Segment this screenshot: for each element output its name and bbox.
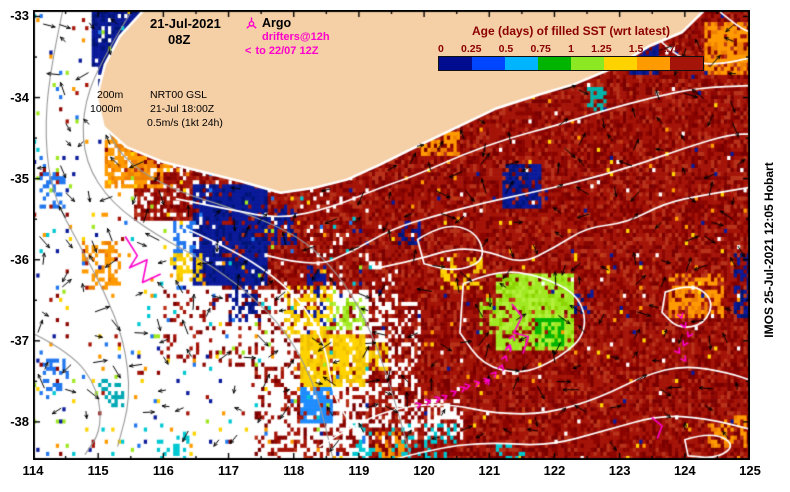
colorbar-segment xyxy=(670,57,703,70)
x-tick-label: 123 xyxy=(608,463,631,478)
bathy-1000m-label: 1000m xyxy=(90,103,123,115)
y-tick-label: -33 xyxy=(10,8,29,24)
map-canvas xyxy=(33,10,750,460)
colorbar-segment xyxy=(571,57,604,70)
colorbar-segment xyxy=(505,57,538,70)
colorbar-segment xyxy=(538,57,571,70)
x-tick-label: 114 xyxy=(22,463,44,478)
argo-float-icon xyxy=(246,17,257,29)
x-tick-label: 119 xyxy=(348,463,370,478)
y-tick-label: -37 xyxy=(10,332,29,348)
colorbar-tick-label: 0.75 xyxy=(530,43,551,55)
gsl-time-label: 21-Jul 18:00Z xyxy=(150,103,215,115)
x-tick-label: 125 xyxy=(739,463,761,478)
colorbar-tick-label: 1.25 xyxy=(591,43,612,55)
colorbar-tick-label: 0.25 xyxy=(461,43,482,55)
x-tick-label: 121 xyxy=(478,463,501,478)
colorbar-gradient xyxy=(438,56,704,71)
gsl-name-label: NRT00 GSL xyxy=(150,89,207,101)
x-tick-label: 117 xyxy=(218,463,240,478)
credit-text: IMOS 25-Jul-2021 12:05 Hobart xyxy=(762,162,776,338)
colorbar-tick-label: 0 xyxy=(438,43,444,55)
gsl-legend: NRT00 GSL 21-Jul 18:00Z 0.5m/s (1kt 24h) xyxy=(147,88,223,130)
y-tick-label: -35 xyxy=(10,170,29,186)
x-tick-label: 122 xyxy=(543,463,566,478)
x-tick-label: 118 xyxy=(283,463,305,478)
colorbar-tick-label: 1 xyxy=(568,43,574,55)
colorbar-tick-label: 1.5 xyxy=(628,43,644,55)
date-label: 21-Jul-2021 xyxy=(150,16,221,31)
y-tick-label: -34 xyxy=(10,89,29,105)
argo-drifter-legend: Argo drifters@12h < to 22/07 12Z xyxy=(245,16,330,58)
drifters-until-label: to 22/07 12Z xyxy=(255,45,319,57)
x-tick-label: 124 xyxy=(673,463,696,478)
gsl-scale-label: 0.5m/s (1kt 24h) xyxy=(147,117,223,129)
drifter-chevron-icon: < xyxy=(245,45,252,57)
colorbar-segment xyxy=(439,57,472,70)
colorbar-tick-label: 1.75 xyxy=(660,43,681,55)
argo-label: Argo xyxy=(262,16,292,30)
colorbar-title: Age (days) of filled SST (wrt latest) xyxy=(471,24,671,38)
colorbar-tick-label: 0.5 xyxy=(498,43,514,55)
colorbar-segment xyxy=(604,57,637,70)
x-tick-label: 115 xyxy=(87,463,109,478)
y-tick-label: -38 xyxy=(10,413,29,429)
drifters-label: drifters@12h xyxy=(262,31,330,43)
time-label: 08Z xyxy=(168,32,191,47)
colorbar-tick-label: 2 xyxy=(698,43,704,55)
bathy-200m-label: 200m xyxy=(97,89,124,101)
bathymetry-labels: 200m 1000m xyxy=(90,88,123,116)
colorbar-segment xyxy=(637,57,670,70)
colorbar-segment xyxy=(472,57,505,70)
colorbar-tick-labels: 0 0.25 0.5 0.75 1 1.25 1.5 1.75 2 xyxy=(438,43,704,55)
y-tick-label: -36 xyxy=(10,251,29,267)
x-tick-label: 120 xyxy=(413,463,435,478)
x-tick-label: 116 xyxy=(152,463,174,478)
